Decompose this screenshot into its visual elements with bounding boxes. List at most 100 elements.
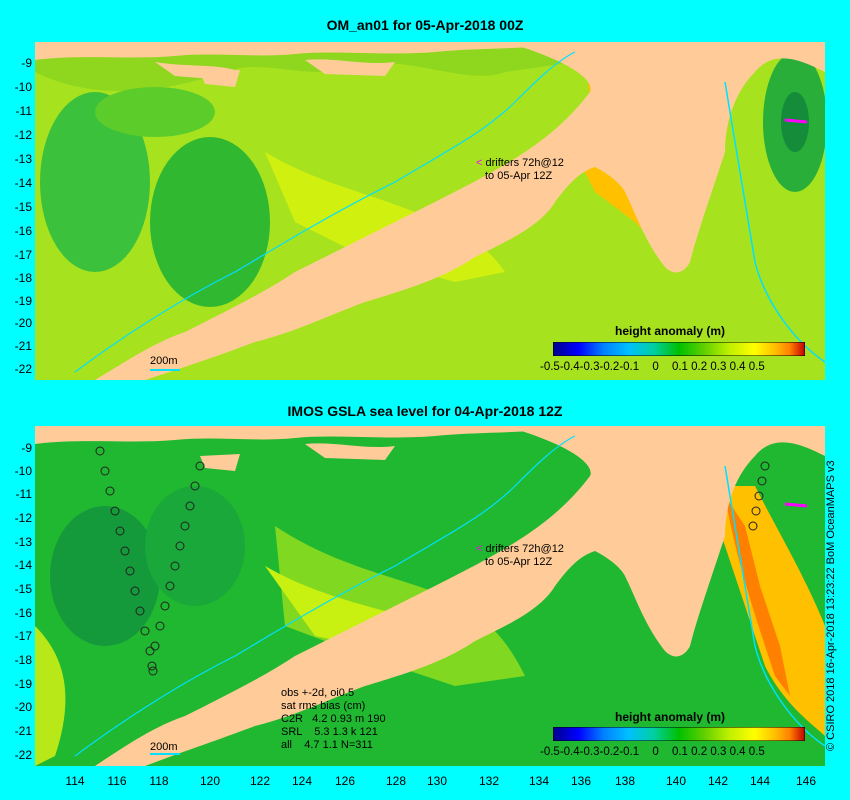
bottom-ytick: -19 xyxy=(14,677,32,691)
altimeter-track-1 xyxy=(95,446,158,676)
bottom-legend-tick: -0.5 xyxy=(540,746,560,758)
bottom-ytick: -20 xyxy=(14,700,32,714)
bottom-ytick: -10 xyxy=(14,464,32,478)
x-tick: 132 xyxy=(478,774,500,788)
bottom-ytick: -22 xyxy=(14,748,32,762)
bottom-indonesia-land xyxy=(35,426,575,444)
bottom-ytick: -12 xyxy=(14,511,32,525)
bottom-colorbar xyxy=(553,727,805,741)
stats-block: obs +-2d, oi0.5 sat rms bias (cm) C2R 4.2 … xyxy=(281,687,386,752)
x-tick: 144 xyxy=(749,774,771,788)
top-eddy-north xyxy=(95,87,215,137)
stats-line: sat rms bias (cm) xyxy=(281,700,366,712)
top-legend-tick: 0.5 xyxy=(748,361,765,373)
top-map xyxy=(35,42,825,380)
stats-line: C2R 4.2 0.93 m 190 xyxy=(281,713,386,725)
top-legend-tick: -0.1 xyxy=(619,361,640,373)
bottom-contour-200m xyxy=(724,465,825,747)
bottom-ytick: -13 xyxy=(14,535,32,549)
bottom-ytick: -9 xyxy=(21,441,32,455)
bottom-200m-label: 200m xyxy=(150,741,178,753)
bottom-map-panel xyxy=(35,426,825,766)
top-drifters-line2: to 05-Apr 12Z xyxy=(485,170,553,182)
bottom-eddy-central xyxy=(145,486,245,606)
bottom-drifters-label: < drifters 72h@12 to 05-Apr 12Z xyxy=(476,543,564,569)
top-ytick: -17 xyxy=(14,248,32,262)
top-island-2 xyxy=(305,59,395,76)
top-drifters-label: < drifters 72h@12 to 05-Apr 12Z xyxy=(476,157,564,183)
top-legend-tick: -0.5 xyxy=(540,361,560,373)
top-eddy-central xyxy=(150,137,270,307)
top-ytick: -9 xyxy=(21,56,32,70)
top-island-3 xyxy=(200,70,240,87)
bottom-ytick: -21 xyxy=(14,724,32,738)
bottom-legend-title: height anomaly (m) xyxy=(615,710,726,724)
altimeter-track-3 xyxy=(748,461,770,531)
bottom-australia-land xyxy=(35,426,825,766)
x-tick: 138 xyxy=(614,774,636,788)
top-ytick: -22 xyxy=(14,362,32,376)
bottom-legend-tick: -0.3 xyxy=(579,746,600,758)
x-tick: 122 xyxy=(249,774,271,788)
credit-sidebar: © CSIRO 2018 16-Apr-2018 13:23:22 BoM Oc… xyxy=(825,460,837,751)
altimeter-track-2 xyxy=(147,461,205,671)
top-legend-tick: 0.4 xyxy=(729,361,746,373)
x-tick: 130 xyxy=(426,774,448,788)
bottom-ytick: -11 xyxy=(15,487,32,501)
top-ytick: -15 xyxy=(14,200,32,214)
bottom-drifters-line2: to 05-Apr 12Z xyxy=(485,556,553,568)
top-ytick: -11 xyxy=(15,104,32,118)
top-drifters-line1: drifters 72h@12 xyxy=(485,157,564,169)
top-png-land xyxy=(775,42,825,72)
bottom-legend-tick: 0 xyxy=(652,746,659,758)
top-eddy-west xyxy=(40,92,150,272)
bottom-island-2 xyxy=(305,443,395,460)
x-tick: 118 xyxy=(149,774,169,788)
bottom-legend-tick: 0.5 xyxy=(748,746,765,758)
drifter-arrow-icon: < xyxy=(476,543,483,555)
top-ytick: -14 xyxy=(14,176,32,190)
credit-text: © CSIRO 2018 16-Apr-2018 13:23:22 BoM Oc… xyxy=(825,460,837,751)
x-tick: 124 xyxy=(291,774,313,788)
stats-line: all 4.7 1.1 N=311 xyxy=(281,739,373,751)
top-panel-title: OM_an01 for 05-Apr-2018 00Z xyxy=(326,17,524,33)
top-ytick: -10 xyxy=(14,80,32,94)
drifter-arrow-icon: < xyxy=(476,157,483,169)
top-map-panel xyxy=(35,42,825,380)
bottom-ytick: -17 xyxy=(14,629,32,643)
bottom-legend-tick: 0.1 xyxy=(671,746,688,758)
bottom-legend-tick: -0.4 xyxy=(559,746,580,758)
top-australia-land xyxy=(35,42,825,380)
top-contour-200m xyxy=(724,81,825,363)
bottom-ytick: -15 xyxy=(14,582,32,596)
bottom-west-band xyxy=(35,626,66,766)
top-ytick: -19 xyxy=(14,294,32,308)
top-ytick: -18 xyxy=(14,271,32,285)
top-ytick: -12 xyxy=(14,128,32,142)
bottom-legend-ticks: -0.5-0.4-0.3-0.2-0.1 0 0.1 0.2 0.3 0.4 0… xyxy=(540,746,765,758)
bottom-contour-shelf xyxy=(74,435,576,757)
top-legend-ticks: -0.5-0.4-0.3-0.2-0.1 0 0.1 0.2 0.3 0.4 0… xyxy=(540,361,765,373)
bottom-legend-tick: 0.2 xyxy=(691,746,708,758)
bottom-map xyxy=(35,426,825,766)
bottom-ytick: -18 xyxy=(14,653,32,667)
top-indonesia-land xyxy=(35,42,575,60)
x-tick: 120 xyxy=(199,774,221,788)
bottom-eddy-west xyxy=(50,506,160,646)
top-legend-title: height anomaly (m) xyxy=(615,324,726,338)
bottom-island-1 xyxy=(200,454,240,471)
x-tick: 116 xyxy=(107,774,127,788)
x-tick: 126 xyxy=(334,774,356,788)
top-drifter-track xyxy=(784,118,808,124)
x-tick: 134 xyxy=(528,774,550,788)
bottom-png-land xyxy=(775,426,825,456)
stats-line: SRL 5.3 1.3 k 121 xyxy=(281,726,378,738)
top-legend-tick: -0.2 xyxy=(599,361,620,373)
bottom-legend-tick: -0.1 xyxy=(619,746,640,758)
bottom-ytick: -14 xyxy=(14,558,32,572)
top-ytick: -13 xyxy=(14,152,32,166)
top-ytick: -20 xyxy=(14,316,32,330)
bottom-drifter-track xyxy=(784,502,808,508)
top-legend-tick: 0.2 xyxy=(691,361,708,373)
x-tick: 114 xyxy=(65,774,85,788)
